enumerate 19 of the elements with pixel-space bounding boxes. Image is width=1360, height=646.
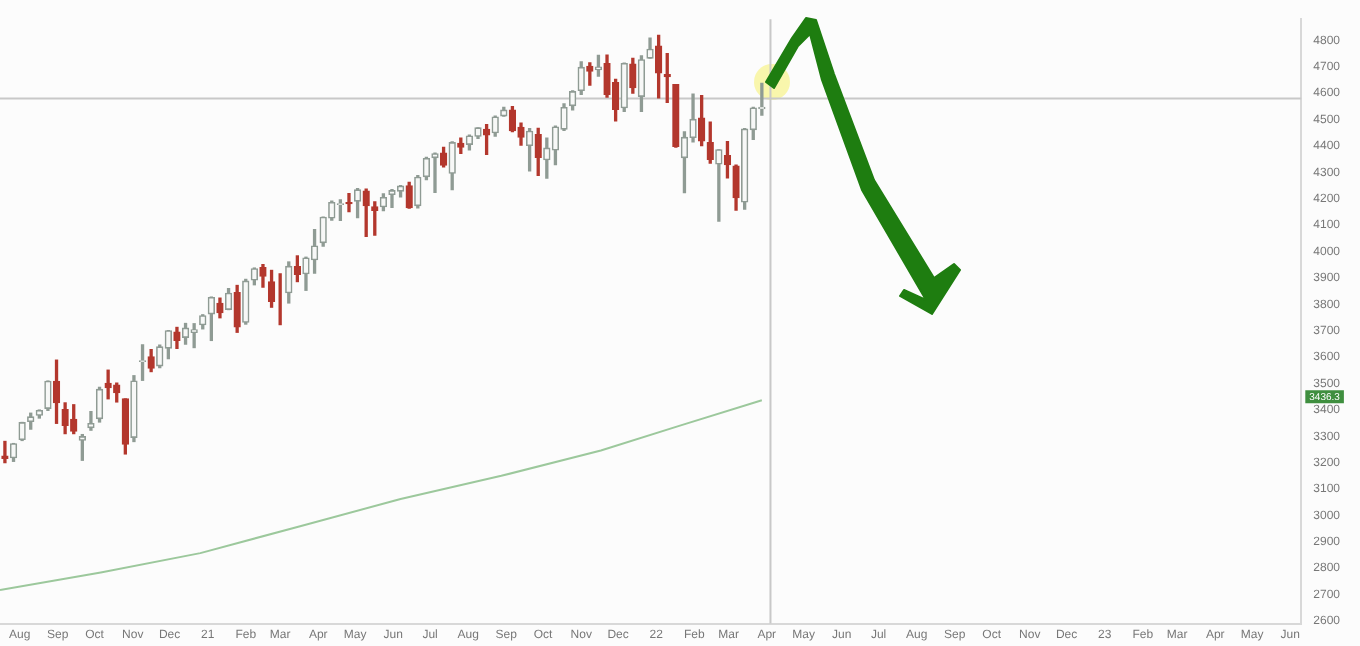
candlestick xyxy=(353,187,362,219)
candlestick xyxy=(190,323,198,349)
candlestick xyxy=(104,369,112,400)
candlestick xyxy=(637,55,646,112)
candlestick xyxy=(715,149,723,222)
candlestick xyxy=(482,124,491,155)
candlestick xyxy=(95,386,104,423)
candlestick xyxy=(138,344,147,381)
candlestick xyxy=(525,128,534,172)
candlestick xyxy=(465,134,474,151)
candlestick xyxy=(431,152,439,193)
candlestick xyxy=(181,322,190,345)
candlestick xyxy=(379,193,388,212)
candlestick xyxy=(224,288,233,311)
candlestick xyxy=(310,228,319,274)
candlestick xyxy=(267,269,276,308)
candlestick xyxy=(439,146,448,168)
candlestick xyxy=(345,193,353,213)
candlestick xyxy=(9,442,18,462)
